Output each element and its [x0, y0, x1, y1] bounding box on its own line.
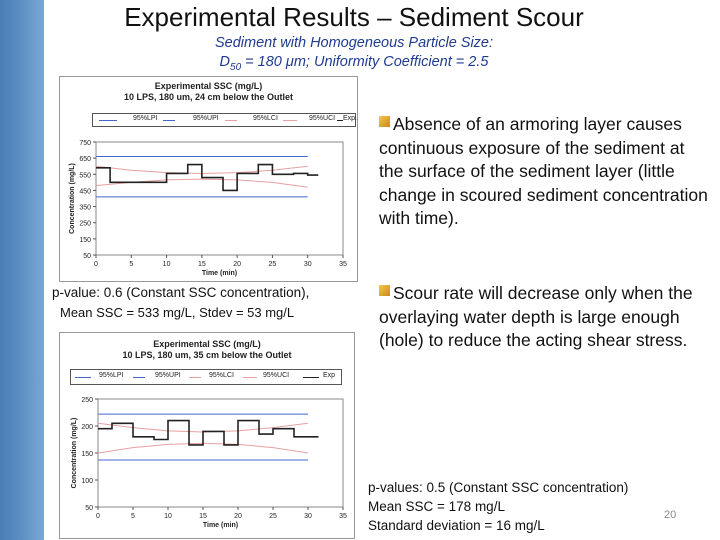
bullet-2-marker	[379, 285, 390, 296]
chart2-xtick-label: 15	[199, 513, 207, 520]
chart2-ytick-label: 250	[81, 397, 93, 404]
chart2-legend-exp: Exp	[323, 372, 336, 379]
chart2-xtick-label: 35	[339, 513, 347, 520]
chart1-legend-exp: Exp.	[343, 115, 358, 122]
chart1-ytick-label: 250	[79, 221, 91, 228]
chart1-plot-area	[95, 141, 344, 256]
chart2-legend-uci: 95%UCI	[263, 372, 290, 379]
chart2-xtick-label: 10	[164, 513, 172, 520]
chart1-xtick-label: 20	[233, 261, 241, 268]
chart2-xtick-label: 0	[96, 513, 100, 520]
chart2-legend-swatch-upi	[133, 377, 145, 378]
chart2-subtitle: 10 LPS, 180 um, 35 cm below the Outlet	[122, 350, 292, 360]
chart2-stdev-note: Standard deviation = 16 mg/L	[368, 518, 545, 533]
bullet-1-marker	[379, 116, 390, 127]
subscript-50: 50	[230, 61, 242, 73]
chart1-ylabel: Concentration (mg/L)	[69, 163, 76, 234]
chart1-ytick-label: 350	[79, 205, 91, 212]
chart1-xtick-label: 30	[304, 261, 312, 268]
chart1-legend-upi: 95%UPI	[193, 115, 219, 122]
subtitle-d50-text: D50 = 180 μm; Uniformity Coefficient = 2…	[219, 54, 489, 73]
chart1-xtick-label: 35	[339, 261, 347, 268]
bullet-2-text: Scour rate will decrease only when the o…	[379, 283, 693, 350]
chart1-xtick-label: 0	[94, 261, 98, 268]
chart1-legend-swatch-lci	[225, 120, 237, 121]
chart2-legend-swatch-uci	[243, 377, 257, 378]
chart1-legend-uci: 95%UCI	[309, 115, 336, 122]
title-banner	[44, 0, 720, 77]
chart2-ytick-label: 100	[81, 478, 93, 485]
chart1-legend-swatch-upi	[163, 120, 175, 121]
chart2-legend-lpi: 95%LPI	[99, 372, 124, 379]
chart1-plot: 50 150 250 350 450 550 650 750 0 5 10 15 20 25 30 35 Tim…	[69, 140, 347, 277]
chart1-ytick-label: 750	[79, 140, 91, 147]
chart1-mean-note: Mean SSC = 533 mg/L, Stdev = 53 mg/L	[60, 305, 295, 320]
slide-sidebar	[0, 0, 44, 540]
chart2-xtick-label: 30	[304, 513, 312, 520]
chart2-legend-upi: 95%UPI	[155, 372, 181, 379]
chart1-ytick-label: 50	[83, 253, 91, 260]
bullet-2: Scour rate will decrease only when the o…	[379, 282, 709, 353]
chart1-legend-swatch-lpi	[99, 120, 117, 121]
chart1-legend-lpi: 95%LPI	[133, 115, 158, 122]
slide-subtitle-line1: Sediment with Homogeneous Particle Size:	[214, 35, 494, 51]
chart2-xtick-label: 5	[131, 513, 135, 520]
chart2-legend-swatch-lci	[189, 377, 201, 378]
chart2-legend-swatch-exp	[303, 377, 319, 378]
chart2-ylabel: Concentration (mg/L)	[71, 418, 78, 489]
chart2-xtick-label: 20	[234, 513, 242, 520]
slide-title: Experimental Results – Sediment Scour	[124, 2, 584, 32]
chart1-ytick-label: 550	[79, 172, 91, 179]
chart2-legend-lci: 95%LCI	[209, 372, 234, 379]
chart2-pvalue-note: p-values: 0.5 (Constant SSC concentratio…	[368, 480, 629, 495]
chart1-xtick-label: 15	[198, 261, 206, 268]
chart2-xlabel: Time (min)	[203, 522, 238, 529]
chart2-legend-swatch-lpi	[75, 377, 91, 378]
chart2-ytick-label: 200	[81, 424, 93, 431]
chart1-legend-swatch-exp	[337, 120, 343, 121]
chart-panel-1: Experimental SSC (mg/L) 10 LPS, 180 um, …	[59, 76, 358, 282]
chart2-series-exp	[98, 419, 319, 446]
chart2-ytick-label: 50	[85, 505, 93, 512]
chart2-plot: 50 100 150 200 250 0 5 10 15 20 25 30 35 Time (min) Co…	[71, 397, 347, 529]
page-number: 20	[664, 509, 677, 521]
chart1-ytick-label: 150	[79, 237, 91, 244]
chart1-ytick-label: 450	[79, 188, 91, 195]
chart1-xtick-label: 25	[269, 261, 277, 268]
chart2-xtick-label: 25	[269, 513, 277, 520]
chart1-series-exp	[96, 163, 319, 192]
chart-panel-2: Experimental SSC (mg/L) 10 LPS, 180 um, …	[59, 332, 355, 539]
chart2-plot-area	[97, 398, 344, 508]
chart2-title: Experimental SSC (mg/L)	[153, 339, 261, 349]
chart1-xtick-label: 5	[129, 261, 133, 268]
bullet-1-text: Absence of an armoring layer causes cont…	[379, 114, 708, 228]
chart1-xlabel: Time (min)	[202, 270, 237, 277]
chart1-legend-lci: 95%LCI	[253, 115, 278, 122]
chart1-title: Experimental SSC (mg/L)	[154, 81, 263, 91]
chart1-xtick-label: 10	[163, 261, 171, 268]
chart2-legend: 95%LPI 95%UPI 95%LCI 95%UCI Exp	[70, 369, 342, 385]
chart2-mean-note: Mean SSC = 178 mg/L	[368, 499, 505, 514]
chart1-legend-swatch-uci	[283, 120, 297, 121]
bullet-1: Absence of an armoring layer causes cont…	[379, 113, 709, 231]
chart1-legend: 95%LPI 95%UPI 95%LCI 95%UCI Exp.	[92, 113, 358, 127]
chart1-subtitle: 10 LPS, 180 um, 24 cm below the Outlet	[123, 92, 294, 102]
chart1-ytick-label: 650	[79, 156, 91, 163]
chart1-pvalue-note: p-value: 0.6 (Constant SSC concentration…	[52, 285, 310, 300]
chart2-ytick-label: 150	[81, 451, 93, 458]
slide-subtitle-line2: D50 = 180 μm; Uniformity Coefficient = 2…	[44, 54, 664, 73]
